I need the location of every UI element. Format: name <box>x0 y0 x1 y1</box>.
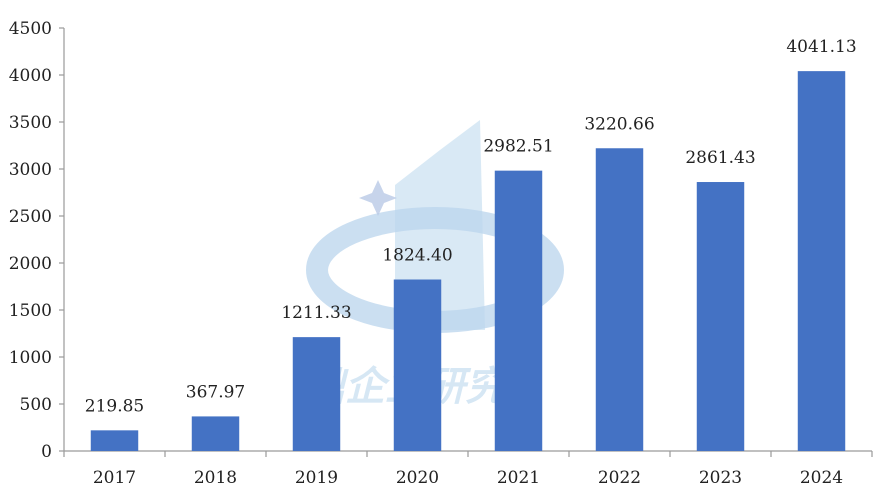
bars <box>90 71 846 452</box>
bar-2018 <box>191 416 240 451</box>
y-tick-label: 3500 <box>9 113 52 133</box>
x-tick-label-2020: 2020 <box>396 468 439 488</box>
data-label-2018: 367.97 <box>186 382 245 402</box>
data-label-2021: 2982.51 <box>483 137 553 157</box>
bar-2024 <box>797 71 846 451</box>
y-tick-label: 2500 <box>9 207 52 227</box>
bar-2020 <box>393 279 442 451</box>
y-tick-label: 4500 <box>9 19 52 39</box>
bar-2021 <box>494 170 543 452</box>
bar-2017 <box>90 430 139 451</box>
data-label-2023: 2861.43 <box>685 148 755 168</box>
y-tick-label: 1500 <box>9 301 52 321</box>
y-tick-label: 4000 <box>9 66 52 86</box>
axes: 0 500 1000 1500 2000 2500 3000 3500 4000 4500 2017… <box>9 19 873 488</box>
x-tick-label-2024: 2024 <box>800 468 843 488</box>
data-label-2024: 4041.13 <box>786 37 856 57</box>
x-tick-label-2021: 2021 <box>497 468 540 488</box>
data-labels: 219.85 367.97 1211.33 1824.40 2982.51 3220.66… <box>85 37 857 416</box>
y-tick-label: 0 <box>41 442 52 462</box>
x-tick-label-2019: 2019 <box>295 468 338 488</box>
watermark-star-shape <box>359 180 397 216</box>
y-tick-label: 500 <box>20 395 52 415</box>
y-tick-label: 3000 <box>9 160 52 180</box>
data-label-2019: 1211.33 <box>281 303 351 323</box>
data-label-2020: 1824.40 <box>382 246 452 266</box>
data-label-2017: 219.85 <box>85 396 144 416</box>
data-label-2022: 3220.66 <box>584 114 654 134</box>
bar-2023 <box>696 182 745 451</box>
x-tick-label-2018: 2018 <box>194 468 237 488</box>
x-tick-label-2022: 2022 <box>598 468 641 488</box>
y-tick-label: 1000 <box>9 348 52 368</box>
bar-2022 <box>595 148 644 451</box>
x-tick-label-2023: 2023 <box>699 468 742 488</box>
x-tick-label-2017: 2017 <box>93 468 136 488</box>
bar-2019 <box>292 337 341 451</box>
y-tick-label: 2000 <box>9 254 52 274</box>
